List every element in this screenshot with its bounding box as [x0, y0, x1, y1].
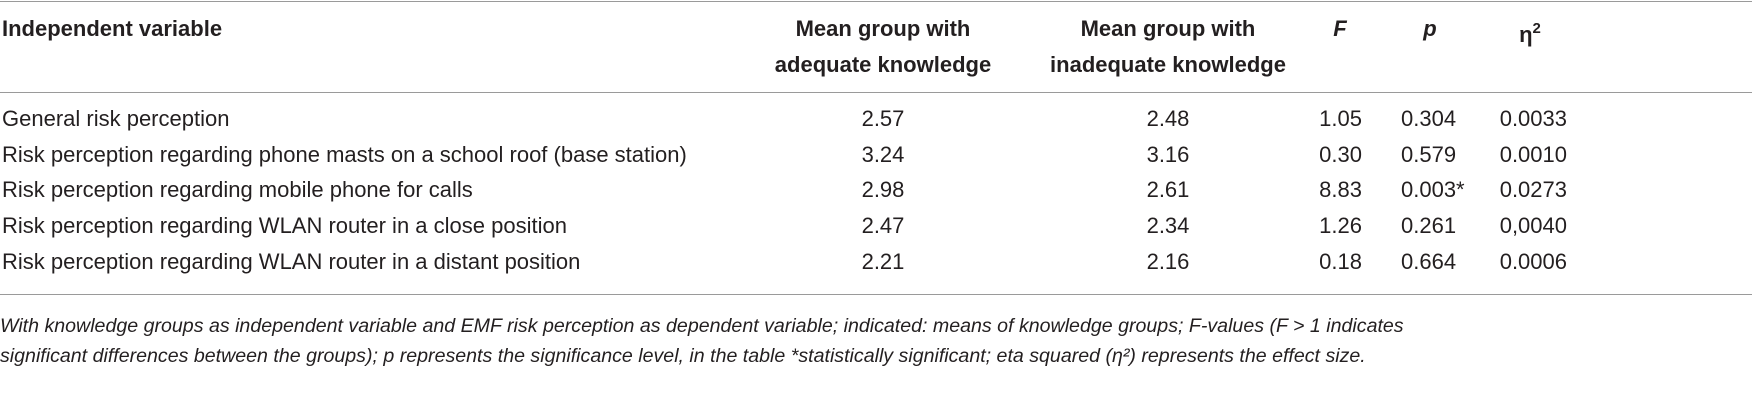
- row5-eta-squared: 0.0006: [1499, 249, 1567, 274]
- table-bottom-rule: [0, 294, 1752, 295]
- row2-f-value: 0.30: [1319, 142, 1362, 167]
- row3-f-value: 8.83: [1319, 177, 1362, 202]
- row3-eta-squared: 0.0273: [1499, 177, 1567, 202]
- row2-p-value: 0.579: [1401, 142, 1457, 167]
- footnote-line-2: significant differences between the grou…: [0, 345, 1366, 367]
- header-bottom-rule: [0, 92, 1752, 93]
- row4-variable: Risk perception regarding WLAN router in…: [2, 213, 567, 238]
- row5-f-value: 0.18: [1319, 249, 1362, 274]
- header-f: F: [1333, 16, 1347, 41]
- row4-eta-squared: 0,0040: [1499, 213, 1567, 238]
- row3-variable: Risk perception regarding mobile phone f…: [2, 177, 473, 202]
- header-mean-inadequate-line2: inadequate knowledge: [1050, 52, 1286, 77]
- header-mean-adequate-line2: adequate knowledge: [774, 52, 992, 77]
- header-eta-superscript: 2: [1532, 20, 1541, 37]
- row1-mean-inadequate: 2.48: [1146, 106, 1190, 131]
- row4-mean-adequate: 2.47: [861, 213, 905, 238]
- row2-mean-adequate: 3.24: [861, 142, 905, 167]
- header-mean-adequate-line1: Mean group with: [795, 16, 971, 41]
- row1-p-value: 0.304: [1401, 106, 1457, 131]
- header-p: p: [1423, 16, 1437, 41]
- row1-f-value: 1.05: [1319, 106, 1362, 131]
- row1-variable: General risk perception: [2, 106, 230, 131]
- row3-p-value: 0.003*: [1401, 177, 1465, 202]
- row4-p-value: 0.261: [1401, 213, 1457, 238]
- header-eta-squared: η2: [1500, 11, 1560, 53]
- row4-f-value: 1.26: [1319, 213, 1362, 238]
- row5-variable: Risk perception regarding WLAN router in…: [2, 249, 581, 274]
- row2-mean-inadequate: 3.16: [1146, 142, 1190, 167]
- row3-mean-inadequate: 2.61: [1146, 177, 1190, 202]
- row1-eta-squared: 0.0033: [1499, 106, 1567, 131]
- header-independent-variable: Independent variable: [2, 16, 223, 41]
- table-footnote: With knowledge groups as independent var…: [0, 311, 1750, 371]
- header-mean-adequate: Mean group with adequate knowledge: [763, 11, 1003, 83]
- table-top-rule: [0, 1, 1752, 2]
- header-eta-base: η: [1519, 22, 1533, 47]
- row2-eta-squared: 0.0010: [1499, 142, 1567, 167]
- row3-mean-adequate: 2.98: [861, 177, 905, 202]
- row5-mean-inadequate: 2.16: [1146, 249, 1190, 274]
- row4-mean-inadequate: 2.34: [1146, 213, 1190, 238]
- row2-variable: Risk perception regarding phone masts on…: [2, 142, 687, 167]
- header-mean-inadequate: Mean group with inadequate knowledge: [1028, 11, 1308, 83]
- row1-mean-adequate: 2.57: [861, 106, 905, 131]
- row5-p-value: 0.664: [1401, 249, 1457, 274]
- row5-mean-adequate: 2.21: [861, 249, 905, 274]
- footnote-line-1: With knowledge groups as independent var…: [0, 315, 1404, 337]
- header-mean-inadequate-line1: Mean group with: [1080, 16, 1256, 41]
